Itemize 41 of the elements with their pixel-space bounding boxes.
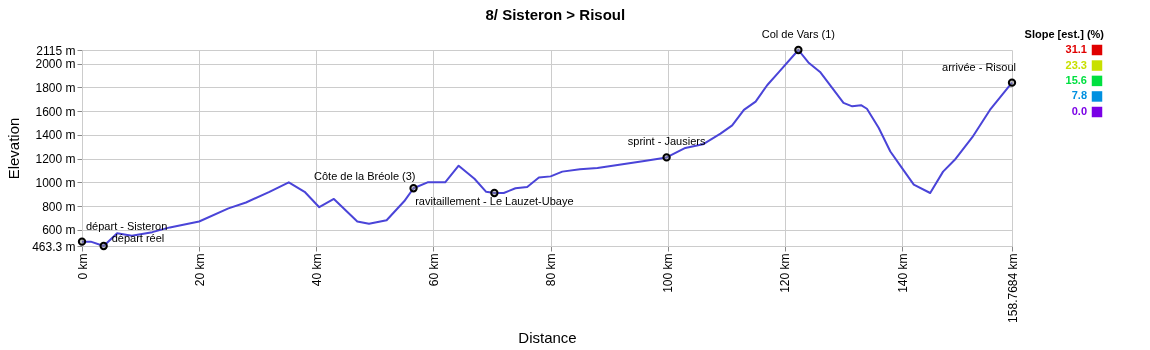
- y-tick-label: 1000 m: [35, 175, 76, 190]
- color-bar-label: 23.3: [1065, 58, 1087, 71]
- annotation: ravitaillement - Le Lauzet-Ubaye: [415, 194, 574, 207]
- x-tick-label: 100 km: [661, 253, 676, 293]
- color-bar-label: 15.6: [1065, 73, 1087, 86]
- y-tick-label: 1600 m: [35, 104, 76, 119]
- color-bar-label: 7.8: [1071, 89, 1087, 102]
- x-tick-label: 158.7684 km: [1005, 253, 1020, 323]
- annotation: départ réel: [111, 232, 165, 244]
- annotation: départ - Sisteron: [86, 219, 168, 232]
- color-bar-title: Slope [est.] (%): [1024, 28, 1105, 40]
- y-tick-label: 2000 m: [35, 57, 76, 72]
- point: [1007, 78, 1017, 87]
- y-tick-label: 1800 m: [35, 80, 76, 95]
- x-tick-label: 120 km: [778, 253, 793, 293]
- x-tick-label: 140 km: [895, 253, 910, 293]
- y-tick-label: 463.3 m: [32, 239, 76, 254]
- annotation: Côte de la Bréole (3): [314, 170, 416, 183]
- color-bar-label: 31.1: [1065, 43, 1087, 55]
- point: [794, 45, 803, 55]
- y-tick-label: 1200 m: [35, 152, 76, 167]
- point: [409, 184, 418, 193]
- x-tick-label: 80 km: [544, 253, 559, 287]
- y-tick-label: 1400 m: [35, 128, 76, 143]
- point: [490, 188, 499, 198]
- x-axis-title: Distance: [518, 328, 577, 346]
- chart-title: 8/ Sisteron > Risoul: [485, 6, 626, 23]
- point: [662, 153, 671, 162]
- y-tick-label: 600 m: [42, 223, 76, 238]
- color-bar-label: 0.0: [1071, 105, 1087, 117]
- y-axis-title: Elevation: [5, 117, 23, 180]
- x-tick-label: 60 km: [426, 253, 441, 287]
- annotation: Col de Vars (1): [761, 28, 835, 40]
- y-tick-label: 2115 m: [36, 43, 76, 58]
- x-tick-label: 20 km: [192, 253, 207, 287]
- x-tick-label: 0 km: [75, 253, 90, 280]
- x-tick-label: 40 km: [309, 253, 324, 287]
- point: [99, 241, 108, 251]
- annotation: arrivée - Risoul: [942, 60, 1016, 73]
- annotation: sprint - Jausiers: [627, 135, 706, 148]
- y-tick-label: 800 m: [42, 199, 76, 214]
